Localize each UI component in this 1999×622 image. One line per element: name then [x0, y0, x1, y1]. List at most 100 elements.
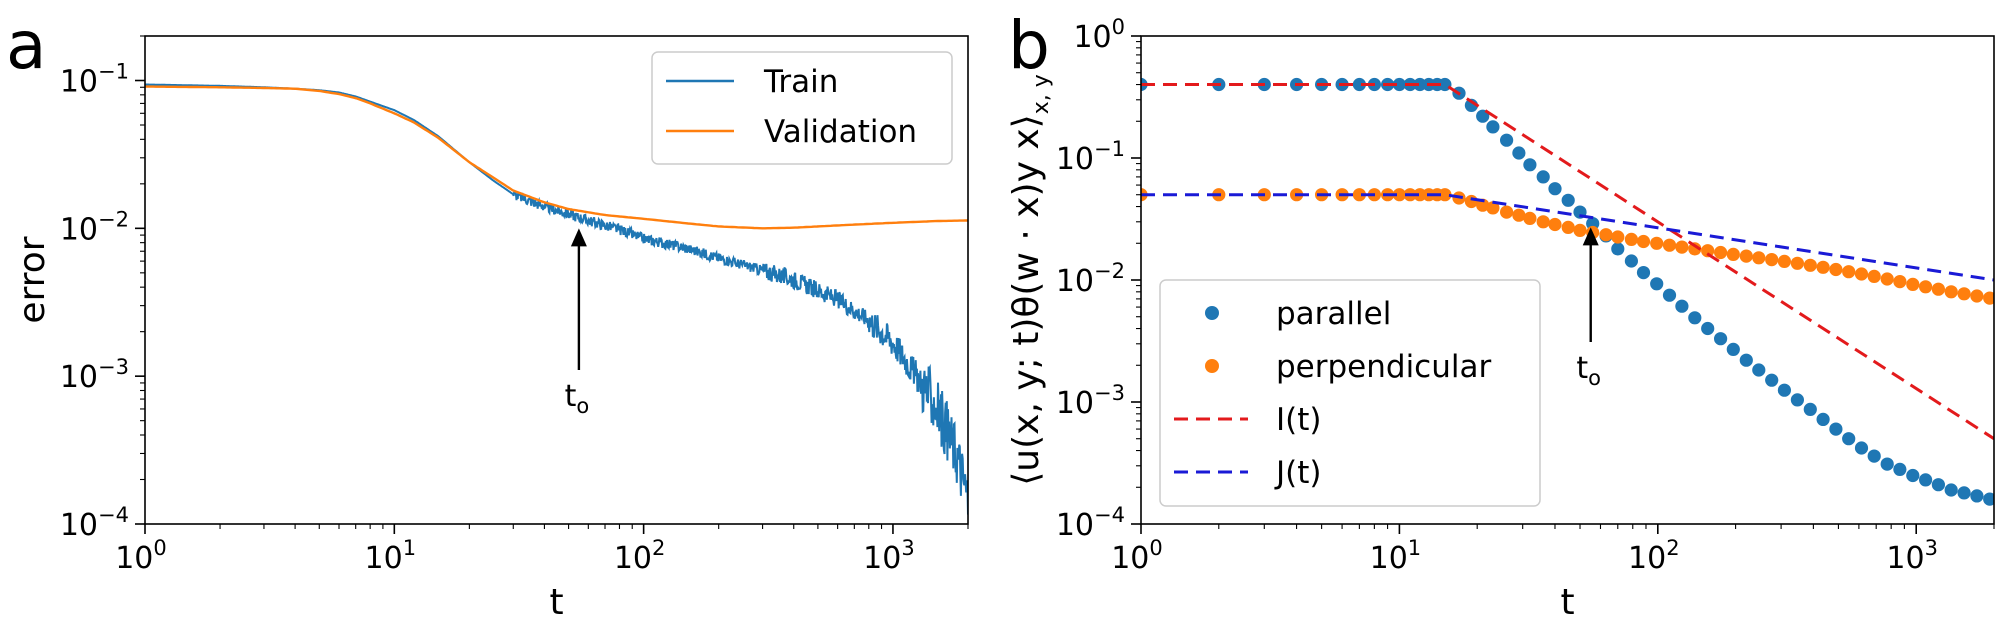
- series-perpendicular-point: [1573, 223, 1587, 237]
- series-parallel-point: [1662, 288, 1677, 302]
- y-axis-label: ⟨u(x, y; t)θ(w ⋅ x)y x⟩x, y: [1006, 74, 1054, 485]
- y-tick-label-base: 10: [1056, 508, 1094, 543]
- series-parallel-point: [1906, 468, 1920, 483]
- y-tick-label-exp: −3: [1094, 381, 1125, 405]
- x-tick-label-base: 10: [614, 541, 652, 576]
- y-tick-label-exp: −4: [1094, 503, 1125, 527]
- legend-perpendicular-label: perpendicular: [1276, 349, 1491, 385]
- series-parallel-point: [1957, 486, 1971, 500]
- series-perpendicular-point: [1701, 244, 1715, 258]
- series-perpendicular-point: [1829, 262, 1843, 277]
- y-tick-label: 10−1: [60, 60, 129, 100]
- x-tick-label: 103: [1886, 536, 1938, 576]
- annotation-label-main: t: [1576, 351, 1588, 386]
- series-perpendicular-point: [1536, 215, 1550, 229]
- legend-j-t--label: J(t): [1274, 455, 1322, 491]
- series-parallel-point: [1636, 266, 1651, 280]
- series-perpendicular-point: [1816, 260, 1830, 274]
- series-perpendicular-point: [1957, 287, 1971, 301]
- x-tick-label-base: 10: [1886, 541, 1924, 576]
- y-tick-label-exp: −4: [98, 503, 129, 527]
- series-parallel-point: [1752, 363, 1766, 377]
- x-tick-label-base: 10: [1370, 541, 1408, 576]
- series-parallel-point: [1880, 457, 1894, 471]
- annotation-label: to: [1576, 351, 1601, 390]
- x-tick-label-exp: 0: [1149, 536, 1162, 560]
- legend: parallel perpendicular I(t) J(t): [1159, 279, 1541, 507]
- y-tick-label: 10−3: [1056, 381, 1125, 421]
- series-perpendicular-point: [1790, 256, 1804, 270]
- legend-train-label: Train: [763, 64, 838, 100]
- y-tick-label-exp: −1: [98, 60, 129, 84]
- series-parallel-point: [1548, 182, 1562, 196]
- annotation-label-main: t: [565, 379, 577, 414]
- y-tick-label: 10−1: [1056, 137, 1125, 177]
- series-perpendicular-point: [1688, 242, 1702, 256]
- series-parallel-point: [1829, 422, 1843, 436]
- series-parallel-point: [1500, 133, 1514, 147]
- y-axis-label-main: error: [12, 236, 53, 323]
- legend: Train Validation: [651, 51, 953, 165]
- series-perpendicular-point: [1726, 247, 1740, 261]
- series-perpendicular-point: [1906, 277, 1920, 291]
- series-perpendicular-point: [1438, 188, 1452, 202]
- y-tick-label-base: 10: [1056, 142, 1094, 177]
- series-perpendicular-point: [1893, 275, 1907, 289]
- y-tick-label-base: 10: [60, 212, 98, 247]
- series-parallel-point: [1726, 342, 1740, 356]
- series-parallel-point: [1854, 441, 1869, 455]
- legend-validation-label: Validation: [764, 114, 917, 150]
- x-tick-label-exp: 0: [153, 536, 166, 560]
- series-perpendicular-point: [1919, 280, 1933, 294]
- series-parallel-point: [1777, 383, 1791, 397]
- series-perpendicular-point: [1624, 232, 1638, 246]
- series-perpendicular-point: [1636, 234, 1651, 249]
- y-tick-label-base: 10: [1073, 20, 1111, 55]
- series-parallel-point: [1392, 77, 1406, 92]
- series-perpendicular-point: [1752, 251, 1766, 265]
- series-parallel-point: [1523, 158, 1537, 172]
- x-tick-label-base: 10: [1111, 541, 1149, 576]
- series-parallel-point: [1352, 77, 1366, 92]
- x-axis-label: t: [1560, 582, 1574, 622]
- series-perpendicular-point: [1983, 291, 1994, 305]
- series-perpendicular-point: [1739, 249, 1753, 263]
- y-tick-label-base: 10: [60, 65, 98, 100]
- y-tick-label: 100: [1073, 15, 1125, 55]
- y-tick-label-exp: −1: [1094, 137, 1125, 161]
- x-tick-label-exp: 3: [901, 536, 914, 560]
- y-tick-label-exp: −2: [1094, 259, 1125, 283]
- series-perpendicular-point: [1803, 258, 1817, 272]
- series-perpendicular-point: [1611, 230, 1625, 244]
- series-parallel-point: [1944, 483, 1958, 497]
- x-tick-label: 103: [863, 536, 915, 576]
- x-tick-label: 100: [1111, 536, 1163, 576]
- series-parallel-point: [1688, 311, 1702, 325]
- x-tick-label-exp: 1: [1408, 536, 1421, 560]
- chart-panel-a: 100 101 102 10310−410−310−210−1terrortoTrai…: [12, 35, 969, 622]
- panel-b-label: b: [1008, 7, 1050, 84]
- x-tick-label-base: 10: [1628, 541, 1666, 576]
- series-perpendicular-point: [1464, 194, 1478, 209]
- x-tick-label-base: 10: [115, 541, 153, 576]
- y-tick-label-base: 10: [1056, 386, 1094, 421]
- y-tick-label-exp: −2: [98, 207, 129, 231]
- x-tick-label-exp: 2: [652, 536, 665, 560]
- x-tick-label: 102: [1628, 536, 1680, 576]
- annotation-arrow-head: [570, 228, 587, 247]
- series-perpendicular-point: [1867, 269, 1881, 283]
- y-tick-label: 10−2: [1056, 259, 1125, 299]
- series-parallel-point: [1611, 242, 1625, 256]
- x-tick-label-base: 10: [365, 541, 403, 576]
- series-parallel-point: [1931, 478, 1945, 492]
- series-parallel-point: [1739, 353, 1753, 367]
- x-tick-label: 102: [614, 536, 666, 576]
- series-perpendicular-point: [1392, 188, 1406, 202]
- series-perpendicular-point: [1662, 238, 1677, 252]
- series-parallel-point: [1486, 120, 1500, 134]
- y-tick-label-exp: −3: [98, 355, 129, 379]
- series-parallel-point: [1512, 146, 1526, 160]
- series-parallel-point: [1867, 449, 1881, 463]
- x-tick-label-exp: 3: [1925, 536, 1938, 560]
